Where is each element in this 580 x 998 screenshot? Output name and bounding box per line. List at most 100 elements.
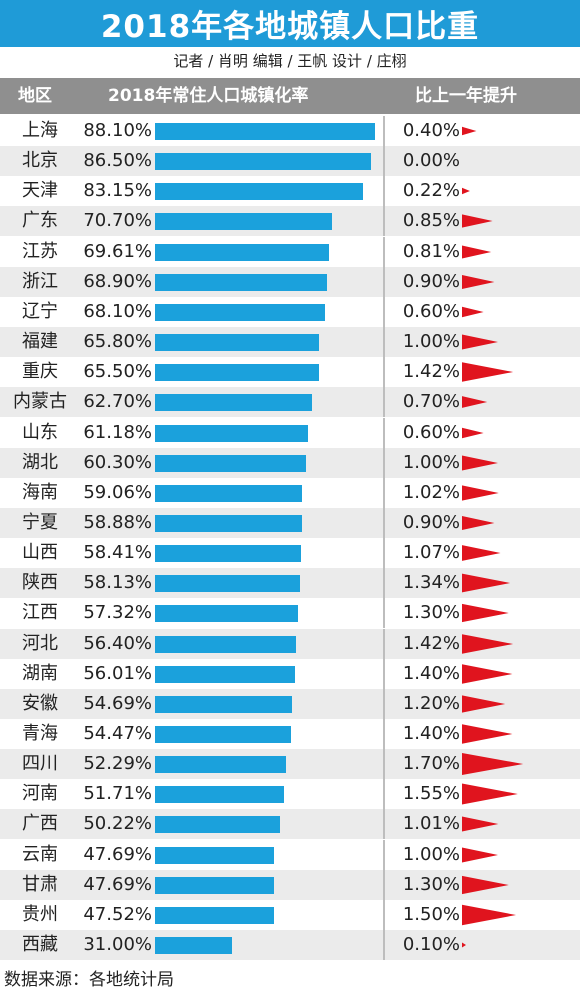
rate-bar (155, 846, 275, 864)
region-name: 山东 (22, 421, 58, 443)
increase-triangle (462, 633, 514, 654)
increase-triangle (462, 214, 493, 229)
increase-triangle-shape (462, 942, 466, 948)
column-divider (383, 538, 385, 569)
table-row: 海南 59.06% 1.02% (0, 477, 580, 508)
increase-triangle (462, 334, 498, 350)
increase-label: 0.40% (402, 120, 460, 141)
rate-bar (155, 695, 292, 713)
header-region: 地区 (18, 86, 52, 106)
increase-triangle-shape (462, 485, 499, 501)
region-name: 广东 (22, 210, 58, 232)
column-divider (383, 357, 385, 388)
increase-triangle-shape (462, 362, 514, 382)
region-name: 上海 (22, 120, 58, 141)
region-name: 天津 (22, 180, 58, 202)
rate-bar (155, 424, 308, 442)
rate-label: 61.18% (83, 421, 152, 443)
increase-triangle-shape (462, 274, 495, 289)
column-divider (383, 719, 385, 749)
region-name: 浙江 (22, 270, 58, 292)
rate-label: 51.71% (83, 783, 152, 805)
increase-triangle-shape (462, 695, 506, 713)
rate-label: 62.70% (83, 391, 152, 413)
increase-label: 0.60% (402, 300, 460, 322)
increase-label: 1.55% (402, 783, 460, 805)
increase-label: 1.34% (402, 572, 460, 594)
rate-bar (155, 575, 301, 593)
rate-label: 70.70% (83, 210, 152, 232)
region-name: 青海 (22, 723, 58, 744)
column-divider (383, 628, 385, 659)
rate-label: 83.15% (83, 180, 152, 202)
increase-triangle (462, 362, 514, 382)
region-name: 贵州 (22, 903, 58, 925)
rate-bar (155, 123, 375, 140)
region-name: 重庆 (22, 361, 58, 383)
rate-bar (155, 183, 363, 201)
region-name: 江苏 (22, 240, 58, 262)
column-divider (383, 658, 385, 689)
rate-label: 47.69% (83, 843, 152, 865)
table-row: 甘肃 47.69% 1.30% (0, 869, 580, 900)
increase-label: 0.85% (402, 210, 460, 232)
increase-triangle-shape (462, 783, 518, 805)
increase-label: 1.42% (402, 632, 460, 654)
column-divider (383, 779, 385, 810)
column-divider (383, 930, 385, 961)
column-divider (383, 146, 385, 177)
increase-label: 1.70% (402, 753, 460, 775)
increase-triangle-shape (462, 245, 492, 259)
table-row: 重庆 65.50% 1.42% (0, 357, 580, 388)
region-name: 河南 (22, 783, 58, 805)
rate-bar (155, 756, 286, 774)
increase-label: 1.00% (402, 843, 460, 865)
region-name: 福建 (22, 331, 58, 353)
header-increase: 比上一年提升 (415, 86, 517, 106)
increase-triangle-shape (462, 633, 514, 654)
table-row: 宁夏 58.88% 0.90% (0, 507, 580, 538)
table-row: 山西 58.41% 1.07% (0, 538, 580, 569)
increase-triangle (462, 753, 524, 776)
increase-triangle (462, 455, 498, 471)
region-name: 江西 (22, 602, 58, 624)
column-divider (383, 176, 385, 207)
increase-label: 0.00% (402, 150, 460, 172)
increase-triangle-shape (462, 753, 524, 776)
increase-triangle (462, 126, 477, 136)
region-name: 安徽 (22, 692, 58, 714)
rate-label: 56.01% (83, 662, 152, 684)
region-name: 四川 (22, 753, 58, 775)
region-name: 辽宁 (22, 300, 58, 322)
increase-triangle-shape (462, 545, 501, 561)
column-divider (383, 206, 385, 237)
table-row: 江西 57.32% 1.30% (0, 598, 580, 629)
column-divider (383, 477, 385, 508)
table-row: 广东 70.70% 0.85% (0, 206, 580, 237)
increase-triangle (462, 274, 495, 289)
increase-triangle (462, 604, 509, 623)
rate-label: 31.00% (83, 934, 152, 956)
table-row: 辽宁 68.10% 0.60% (0, 296, 580, 327)
region-name: 云南 (22, 843, 58, 865)
column-divider (383, 387, 385, 418)
rate-bar (155, 816, 281, 834)
increase-triangle (462, 306, 484, 318)
column-divider (383, 116, 385, 146)
rate-label: 54.69% (83, 692, 152, 714)
region-name: 内蒙古 (13, 391, 67, 413)
table-row: 北京 86.50% 0.00% (0, 146, 580, 177)
region-name: 湖北 (22, 451, 58, 473)
column-divider (383, 266, 385, 297)
column-divider (383, 568, 385, 599)
increase-triangle (462, 783, 518, 805)
table-row: 福建 65.80% 1.00% (0, 327, 580, 358)
table-row: 西藏 31.00% 0.10% (0, 930, 580, 961)
rate-label: 56.40% (83, 632, 152, 654)
rate-bar (155, 726, 292, 743)
increase-triangle (462, 904, 516, 926)
rate-bar (155, 273, 328, 291)
increase-triangle (462, 942, 466, 948)
increase-triangle-shape (462, 455, 498, 471)
rate-label: 69.61% (83, 240, 152, 262)
